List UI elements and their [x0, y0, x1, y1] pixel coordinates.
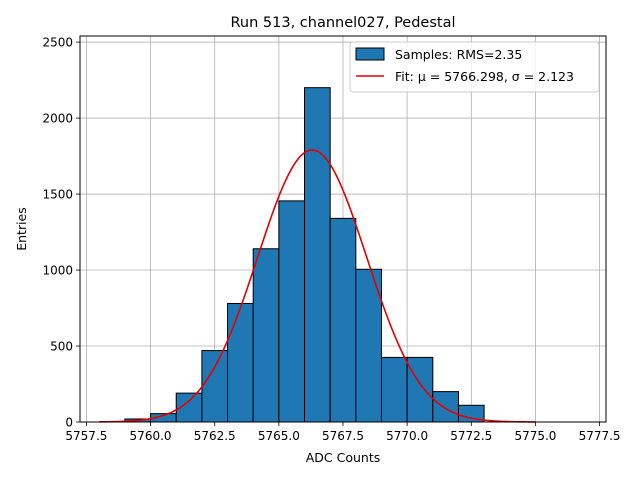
- x-tick-label: 5757.5: [65, 429, 107, 443]
- histogram-bar: [432, 391, 459, 423]
- x-tick-label: 5765.0: [258, 429, 300, 443]
- y-tick-label: 500: [50, 340, 73, 354]
- x-tick-label: 5770.0: [386, 429, 428, 443]
- legend-histogram-label: Samples: RMS=2.35: [395, 47, 522, 62]
- x-tick-label: 5767.5: [322, 429, 364, 443]
- x-tick-label: 5772.5: [450, 429, 492, 443]
- histogram-bar: [252, 248, 280, 423]
- y-axis-ticks: 0 500 1000 1500 2000 2500: [42, 36, 80, 430]
- fit-curve: [99, 149, 536, 423]
- histogram-bars: [124, 87, 485, 423]
- histogram-bar: [380, 356, 408, 423]
- histogram-bar: [227, 302, 254, 423]
- x-axis-label: ADC Counts: [306, 450, 381, 465]
- y-tick-label: 2500: [42, 36, 73, 50]
- x-tick-label: 5775.0: [514, 429, 556, 443]
- histogram-bar: [278, 200, 306, 423]
- x-tick-label: 5762.5: [194, 429, 236, 443]
- histogram-bar: [406, 356, 434, 423]
- x-axis-ticks: 5757.5 5760.0 5762.5 5765.0 5767.5 5770.0 5772…: [65, 422, 621, 443]
- legend-frame: [349, 41, 600, 93]
- histogram-bar: [201, 350, 229, 423]
- histogram-bar: [304, 87, 331, 423]
- y-tick-label: 2000: [42, 112, 73, 126]
- legend-histogram-swatch: [355, 47, 385, 61]
- chart-title: Run 513, channel027, Pedestal: [230, 15, 455, 31]
- y-tick-label: 0: [65, 416, 73, 430]
- y-tick-label: 1000: [42, 264, 73, 278]
- x-tick-label: 5760.0: [130, 429, 172, 443]
- histogram-bar: [355, 268, 382, 423]
- y-axis-label: Entries: [14, 207, 29, 251]
- histogram-bar: [329, 217, 357, 423]
- y-tick-label: 1500: [42, 188, 73, 202]
- legend-fit-label: Fit: μ = 5766.298, σ = 2.123: [395, 69, 574, 84]
- legend: Samples: RMS=2.35 Fit: μ = 5766.298, σ =…: [349, 41, 600, 93]
- x-tick-label: 5777.5: [579, 429, 621, 443]
